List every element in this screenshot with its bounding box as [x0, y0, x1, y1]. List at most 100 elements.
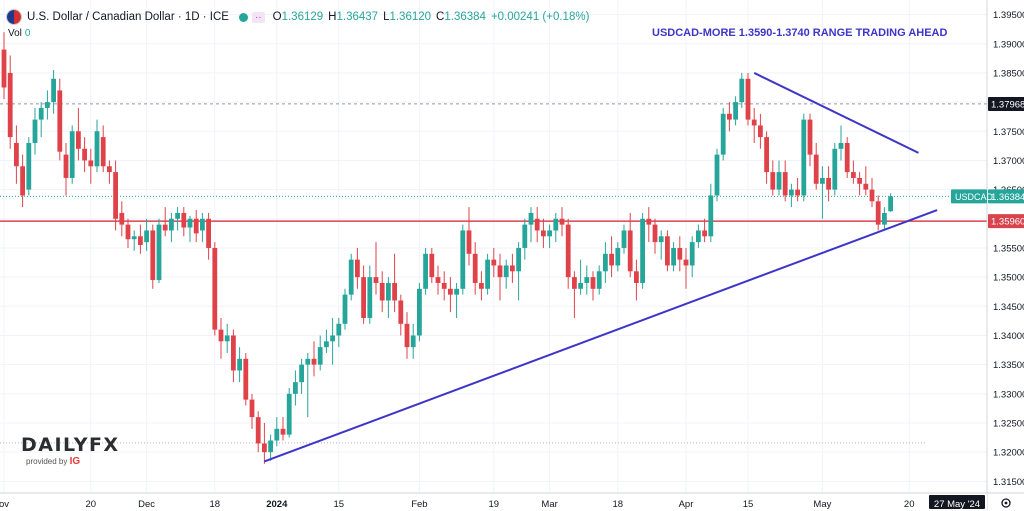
candle-body: [832, 148, 838, 190]
trendline-rising-support[interactable]: [264, 209, 938, 463]
candle-body: [466, 230, 472, 254]
time-tick-label: 20: [86, 499, 97, 510]
time-axis[interactable]: ov 20 Dec 18 2024 15 Feb 19 Mar 18 Apr 15 May 20 27 Ma…: [0, 492, 1024, 511]
price-label-bg: [988, 96, 1024, 111]
candle-body: [398, 300, 404, 324]
candle: [361, 265, 366, 324]
candle-body: [82, 148, 87, 161]
volume-legend: Vol 0: [8, 28, 30, 39]
candle-body: [218, 329, 224, 342]
candle-body: [76, 131, 81, 149]
candle-body: [113, 172, 118, 219]
candle: [658, 230, 664, 260]
candle-body: [392, 282, 397, 301]
settings-dots-icon[interactable]: ··: [251, 11, 265, 23]
candle: [448, 277, 453, 313]
candle: [268, 434, 273, 461]
candle-body: [547, 230, 552, 237]
candle: [249, 393, 255, 429]
candle-body: [801, 119, 807, 196]
candle: [69, 125, 75, 184]
candle-body: [293, 382, 298, 394]
candle-body: [144, 230, 149, 243]
cursor-date-bg: [929, 495, 985, 509]
candle: [26, 137, 32, 196]
candle-body: [435, 277, 441, 283]
candle: [367, 265, 373, 324]
usd-cad-flag-icon: [6, 9, 22, 25]
candle-body: [863, 183, 869, 190]
trendlines[interactable]: [264, 72, 938, 463]
candle: [299, 358, 304, 394]
candle: [863, 166, 869, 196]
trendline-falling-resistance[interactable]: [753, 72, 919, 154]
volume-value: 0: [24, 28, 31, 39]
candle: [125, 218, 131, 248]
price-label-bg: [988, 214, 1024, 229]
candle-body: [472, 253, 478, 283]
low-label: L: [383, 11, 390, 23]
cursor-date-label[interactable]: 27 May '24: [934, 499, 980, 510]
candle: [857, 172, 862, 196]
candle-body: [590, 277, 596, 289]
candle: [181, 207, 187, 237]
candle: [869, 177, 875, 208]
price-label[interactable]: 1.37968: [991, 99, 1024, 110]
candle: [429, 247, 435, 283]
candle-body: [479, 282, 484, 289]
candle-body: [813, 154, 819, 184]
candle: [813, 142, 819, 190]
candle-body: [534, 218, 540, 231]
candle: [689, 236, 695, 278]
candle: [727, 102, 732, 132]
candle: [386, 277, 391, 318]
candle-body: [57, 90, 63, 152]
time-tick-label: Apr: [679, 499, 694, 510]
time-tick-label: 15: [334, 499, 345, 510]
candle-body: [255, 417, 261, 444]
candle: [553, 212, 559, 243]
time-tick-label: Dec: [138, 499, 155, 510]
candle-body: [212, 247, 218, 330]
price-label[interactable]: 1.36384: [991, 192, 1024, 203]
candle: [379, 271, 385, 313]
candle-body: [355, 259, 360, 278]
candle-body: [844, 142, 850, 173]
candle-body: [826, 177, 831, 190]
candle-body: [782, 172, 788, 196]
candle: [398, 294, 404, 336]
candle-body: [553, 218, 559, 231]
candle: [516, 242, 521, 301]
candle-body: [14, 142, 19, 167]
candle-body: [274, 428, 280, 441]
candle: [584, 265, 590, 295]
candle: [342, 288, 348, 330]
price-label[interactable]: 1.35960: [991, 217, 1024, 228]
candle: [330, 317, 335, 365]
candle-body: [875, 201, 881, 225]
time-axis-bg: [0, 493, 987, 511]
symbol-label[interactable]: USDCAD: [955, 192, 994, 202]
candle-body: [727, 113, 732, 120]
candle: [76, 107, 81, 161]
candle: [764, 131, 769, 184]
candle-body: [708, 195, 714, 237]
candle: [169, 212, 174, 243]
candle-body: [249, 399, 255, 418]
gear-icon[interactable]: [1001, 498, 1011, 508]
chart-annotation[interactable]: USDCAD-MORE 1.3590-1.3740 RANGE TRADING …: [652, 27, 948, 39]
candle: [100, 125, 106, 173]
candle: [355, 247, 360, 289]
candle-body: [156, 224, 162, 281]
price-axis[interactable]: 1.31500 1.32000 1.32500 1.33000 1.33500 1.340…: [951, 0, 1024, 511]
candle-body: [429, 253, 435, 278]
candle: [237, 347, 242, 383]
candle-body: [119, 212, 125, 225]
candle-body: [683, 259, 689, 266]
candle: [20, 154, 25, 208]
candle-body: [417, 288, 422, 336]
symbol-title[interactable]: U.S. Dollar / Canadian Dollar · 1D · ICE: [27, 11, 229, 23]
candle-body: [311, 358, 317, 365]
candle-body: [671, 247, 676, 266]
